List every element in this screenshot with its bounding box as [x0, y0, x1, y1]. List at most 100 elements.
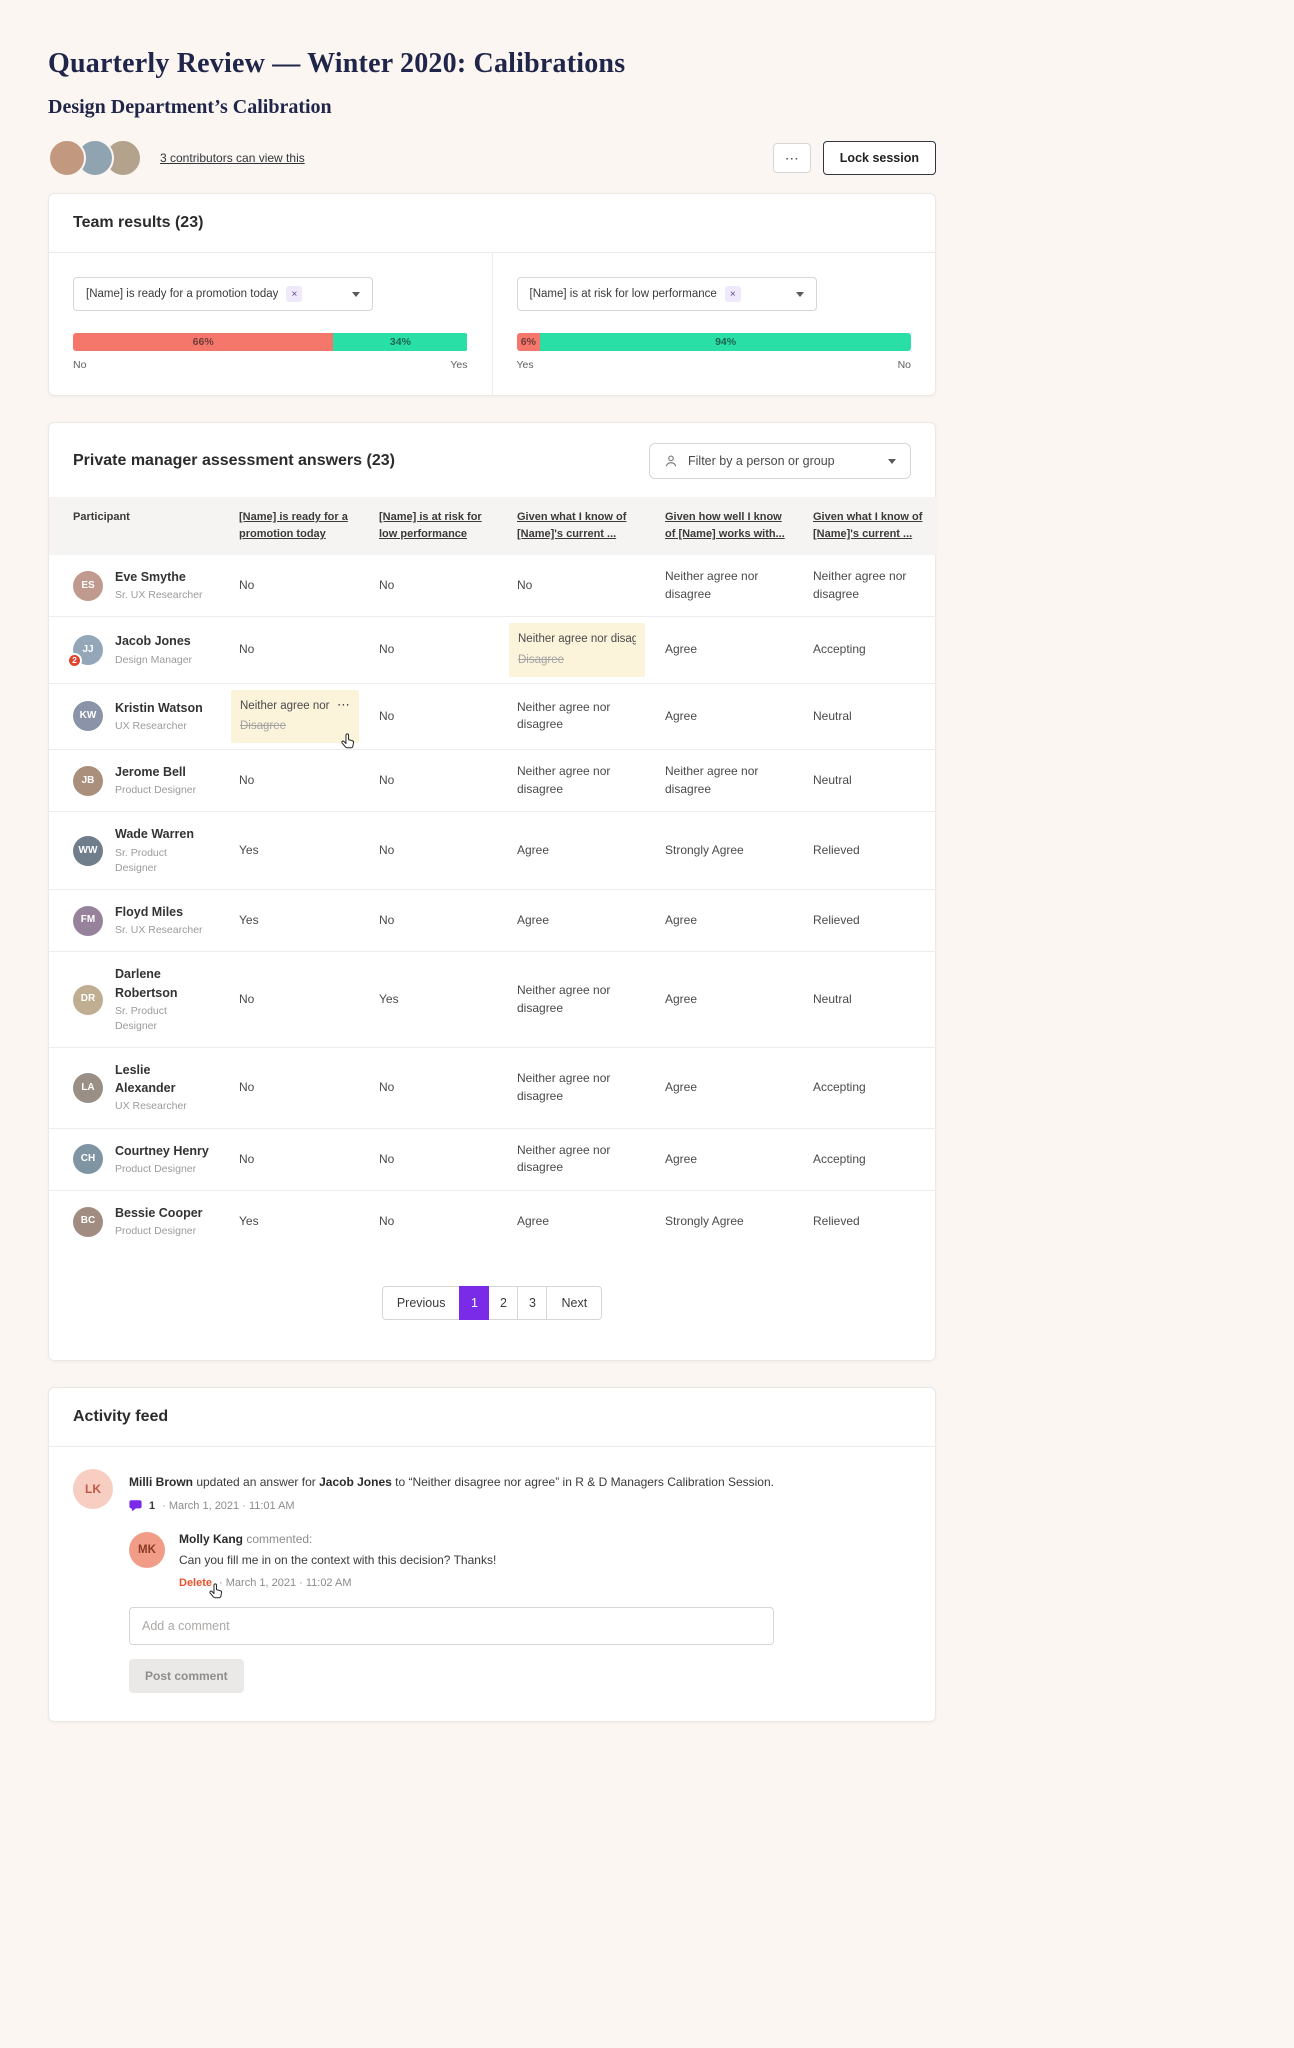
- edited-answer-cell[interactable]: Neither agree nor d... ⋯ Disagree: [225, 682, 365, 750]
- answer-cell: Neither agree nor disagree: [503, 1127, 651, 1191]
- column-header-question[interactable]: [Name] is ready for a promotion today: [225, 497, 365, 556]
- header-actions: ⋯ Lock session: [772, 141, 936, 175]
- edited-answer-cell[interactable]: Neither agree nor disagr... Disagree: [503, 616, 651, 684]
- participant-name: Jacob Jones: [115, 634, 191, 649]
- team-results-charts: [Name] is ready for a promotion today × …: [49, 253, 935, 395]
- comments-count[interactable]: 1: [149, 1499, 156, 1512]
- table-header-row: Participant [Name] is ready for a promoti…: [49, 497, 937, 556]
- answer-new-value: Neither agree nor disagr...: [518, 633, 636, 646]
- contributors-link[interactable]: 3 contributors can view this: [160, 151, 305, 165]
- bar-right-label: No: [897, 359, 911, 371]
- comment-timestamp: · March 1, 2021 · 11:02 AM: [219, 1577, 352, 1590]
- contributors: 3 contributors can view this: [48, 139, 305, 177]
- column-header-question[interactable]: [Name] is at risk for low performance: [365, 497, 503, 556]
- bar-segment-label: 94%: [715, 336, 737, 348]
- avatar: JB: [73, 765, 103, 796]
- participant-name: Wade Warren: [115, 827, 194, 842]
- avatar: MK: [129, 1532, 165, 1569]
- comment-main: Molly Kang commented: Can you fill me in…: [179, 1532, 496, 1599]
- participant-role: Sr. Product Designer: [115, 846, 167, 874]
- delete-link[interactable]: Delete: [179, 1577, 223, 1599]
- column-header-link[interactable]: Given what I know of [Name]'s current ..…: [813, 511, 923, 541]
- participant-name: Leslie Alexander: [115, 1063, 176, 1096]
- cell-menu-icon[interactable]: ⋯: [337, 696, 350, 712]
- table-row: FM Floyd Miles Sr. UX Researcher Yes No Ag…: [49, 889, 937, 952]
- answer-cell: Agree: [503, 811, 651, 890]
- question-label: [Name] is ready for a promotion today: [86, 288, 279, 300]
- answer-cell: No: [225, 1047, 365, 1129]
- answer-cell: Neither agree nor disagree: [503, 1047, 651, 1129]
- pagination-page-3[interactable]: 3: [517, 1286, 548, 1321]
- answer-cell: Relieved: [799, 1189, 937, 1253]
- pagination-page-2[interactable]: 2: [488, 1286, 519, 1321]
- answer-cell: Accepting: [799, 616, 937, 684]
- comment-input[interactable]: [129, 1607, 774, 1646]
- comment-head: Molly Kang commented:: [179, 1532, 496, 1546]
- table-row: DR Darlene Robertson Sr. Product Designe…: [49, 951, 937, 1048]
- column-header-link[interactable]: Given what I know of [Name]'s current ..…: [517, 511, 627, 541]
- answer-cell: Neither agree nor disagree: [665, 569, 759, 601]
- avatar: LK: [73, 1469, 113, 1510]
- chevron-down-icon: [795, 291, 804, 297]
- comment: MK Molly Kang commented: Can you fill me…: [129, 1532, 911, 1599]
- lock-session-button[interactable]: Lock session: [822, 141, 936, 175]
- column-header-question[interactable]: Given what I know of [Name]'s current ..…: [503, 497, 651, 556]
- activity-feed: LK Milli Brown updated an answer for Jac…: [49, 1447, 935, 1721]
- column-header-question[interactable]: Given how well I know of [Name] works wi…: [651, 497, 799, 556]
- activity-feed-card: Activity feed LK Milli Brown updated an …: [48, 1387, 936, 1723]
- more-options-button[interactable]: ⋯: [772, 143, 811, 173]
- participant-cell: DR Darlene Robertson Sr. Product Designe…: [49, 951, 225, 1048]
- participant-name: Eve Smythe: [115, 570, 186, 585]
- pagination-next-button[interactable]: Next: [546, 1286, 603, 1321]
- table-row: JB Jerome Bell Product Designer No No Neit…: [49, 749, 937, 812]
- page-subtitle: Design Department’s Calibration: [48, 96, 332, 118]
- team-results-title: Team results (23): [73, 214, 204, 231]
- question-select[interactable]: [Name] is ready for a promotion today ×: [73, 277, 373, 311]
- question-select[interactable]: [Name] is at risk for low performance ×: [516, 277, 817, 311]
- answer-cell: Accepting: [799, 1127, 937, 1191]
- bar-left-label: No: [73, 359, 87, 371]
- post-comment-button[interactable]: Post comment: [129, 1659, 244, 1694]
- activity-text: Milli Brown updated an answer for Jacob …: [129, 1469, 911, 1492]
- filter-select[interactable]: Filter by a person or group: [649, 443, 911, 479]
- table-row: ES Eve Smythe Sr. UX Researcher No No No Ne…: [49, 555, 937, 617]
- participant-cell: ES Eve Smythe Sr. UX Researcher: [49, 555, 225, 617]
- answer-cell: Neither agree nor disagree: [813, 569, 907, 601]
- activity-item: LK Milli Brown updated an answer for Jac…: [73, 1469, 911, 1694]
- comment-meta: Delete · March 1, 2021 · 11:02 AM: [179, 1577, 496, 1599]
- participant-cell: CH Courtney Henry Product Designer: [49, 1127, 225, 1191]
- column-header-question[interactable]: Given what I know of [Name]'s current ..…: [799, 497, 937, 556]
- pagination-page-1[interactable]: 1: [459, 1286, 490, 1321]
- chevron-down-icon: [352, 291, 360, 297]
- avatar: LA: [73, 1072, 103, 1103]
- participant-cell: LA Leslie Alexander UX Researcher: [49, 1047, 225, 1129]
- answer-cell: Agree: [503, 889, 651, 952]
- remove-question-icon[interactable]: ×: [724, 286, 741, 302]
- pagination-previous-button[interactable]: Previous: [381, 1286, 461, 1321]
- answer-cell: No: [379, 578, 395, 593]
- participant-cell: FM Floyd Miles Sr. UX Researcher: [49, 889, 225, 952]
- bar-segment: 66%: [73, 333, 334, 351]
- avatar: ES: [73, 570, 103, 601]
- activity-text-segment: updated an answer for: [193, 1475, 320, 1490]
- answer-cell: Agree: [651, 1047, 799, 1129]
- actor-name: Milli Brown: [129, 1475, 193, 1490]
- answer-cell: Agree: [651, 616, 799, 684]
- answer-cell: Relieved: [799, 889, 937, 952]
- participant-name: Jerome Bell: [115, 765, 186, 780]
- answer-cell: Agree: [651, 682, 799, 750]
- answer-cell: No: [225, 951, 365, 1048]
- column-header-link[interactable]: [Name] is at risk for low performance: [379, 511, 482, 541]
- avatar: KW: [73, 701, 103, 732]
- comment-bubble-icon[interactable]: [129, 1499, 142, 1512]
- answer-cell: No: [365, 749, 503, 812]
- table-row: KW Kristin Watson UX Researcher Neither …: [49, 682, 937, 750]
- team-results-card: Team results (23) [Name] is ready for a …: [48, 193, 936, 396]
- answer-cell: Neither agree nor disagree: [503, 682, 651, 750]
- column-header-link[interactable]: Given how well I know of [Name] works wi…: [665, 511, 785, 541]
- participant-role: Design Manager: [115, 653, 193, 666]
- answer-cell: Relieved: [799, 811, 937, 890]
- remove-question-icon[interactable]: ×: [286, 286, 303, 302]
- column-header-link[interactable]: [Name] is ready for a promotion today: [239, 511, 348, 541]
- participant-cell: KW Kristin Watson UX Researcher: [49, 682, 225, 750]
